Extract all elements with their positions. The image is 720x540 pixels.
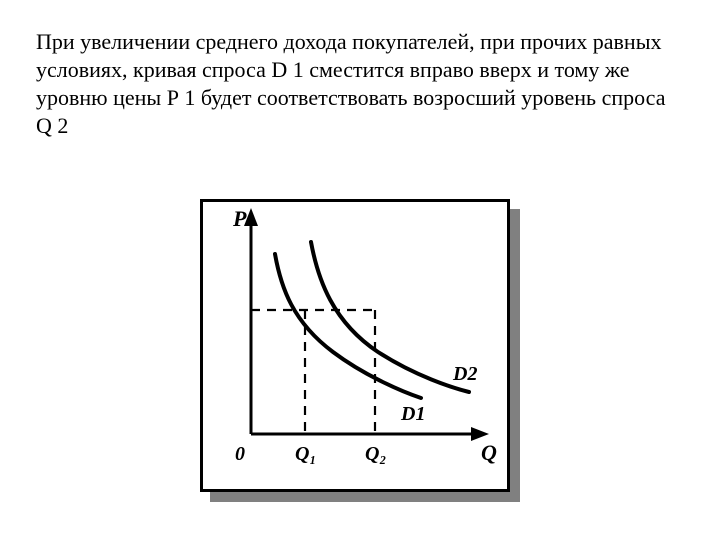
label-d2: D2 <box>452 363 477 385</box>
x-axis-arrow <box>471 427 489 441</box>
guide-lines <box>251 310 375 434</box>
chart-labels: P 0 Q₁ Q₂ Q D1 D2 <box>232 206 497 465</box>
label-d1: D1 <box>400 403 425 425</box>
label-q: Q <box>481 440 497 465</box>
curve-d2 <box>311 242 469 392</box>
chart-frame: P 0 Q₁ Q₂ Q D1 D2 <box>200 199 510 492</box>
label-p: P <box>232 206 247 231</box>
label-q2: Q₂ <box>365 443 386 465</box>
label-q1: Q₁ <box>295 443 316 465</box>
label-origin: 0 <box>235 443 245 465</box>
demand-shift-chart: P 0 Q₁ Q₂ Q D1 D2 <box>200 199 520 502</box>
axes <box>244 208 489 441</box>
description-text: При увеличении среднего дохода покупател… <box>36 28 684 141</box>
chart-svg: P 0 Q₁ Q₂ Q D1 D2 <box>203 202 507 489</box>
